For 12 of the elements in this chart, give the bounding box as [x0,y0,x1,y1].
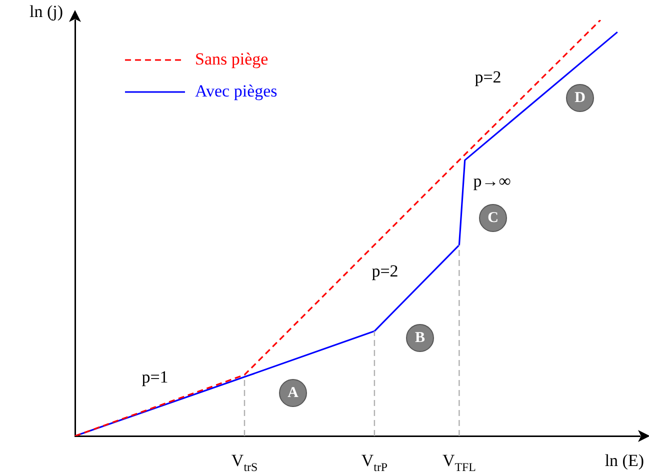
annotation: p=1 [142,367,168,386]
x-axis-title: ln (E) [604,451,644,470]
legend-label: Sans piège [195,49,268,68]
circle-badge: C [479,204,507,232]
annotation: p=2 [372,261,398,280]
circle-badge: B [406,324,434,352]
circle-badge: D [566,84,594,112]
annotation: p=2 [474,67,502,86]
legend-label: Avec pièges [195,81,278,100]
y-axis-title: ln (j) [29,2,63,21]
circle-badge: A [279,379,307,407]
annotation: p→∞ [473,171,511,190]
